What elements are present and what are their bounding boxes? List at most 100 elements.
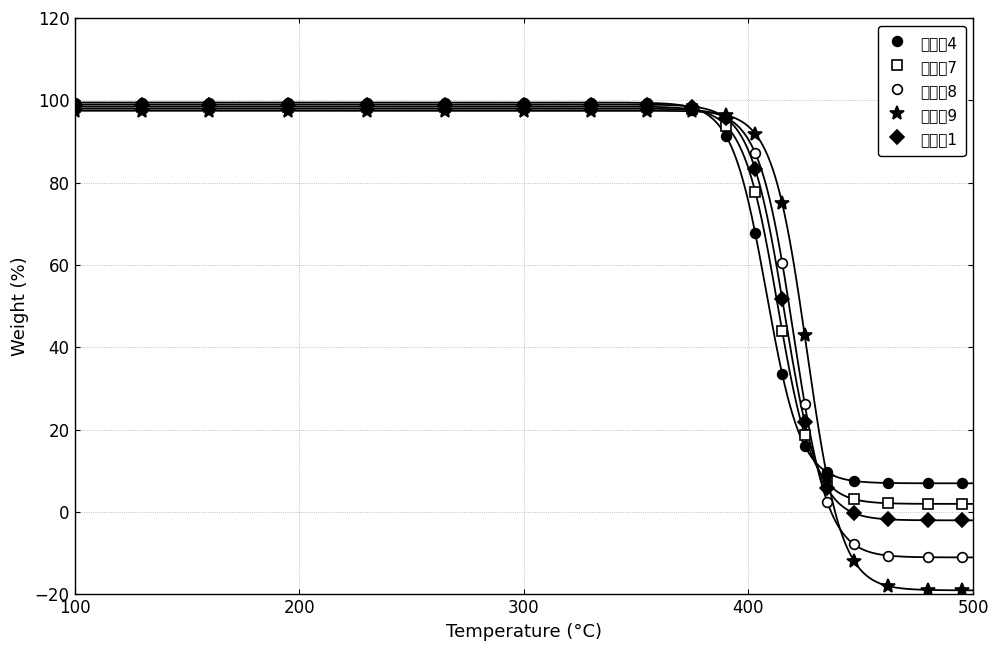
实施夈1	[848, 509, 860, 517]
实施夈1	[882, 516, 894, 524]
X-axis label: Temperature (°C): Temperature (°C)	[446, 623, 602, 641]
实施夈7	[848, 496, 860, 503]
实施夈1	[749, 166, 761, 173]
实施夈8	[776, 259, 788, 267]
实施夈9	[776, 200, 788, 207]
实施夈4	[518, 98, 530, 106]
实施夈8	[518, 105, 530, 113]
实施夈4	[882, 479, 894, 487]
实施夈9	[882, 582, 894, 590]
实施夈8	[848, 541, 860, 548]
实施夈1	[776, 295, 788, 303]
实施夈4	[720, 132, 732, 140]
实施夈1	[585, 100, 597, 108]
实施夈4	[922, 479, 934, 487]
实施夈9	[799, 331, 811, 339]
实施夈8	[361, 105, 373, 113]
实施夈1	[686, 102, 698, 110]
实施夈9	[749, 130, 761, 138]
实施夈1	[282, 100, 294, 108]
实施夈4	[799, 442, 811, 450]
Line: 实施夈8: 实施夈8	[70, 104, 967, 562]
实施夈7	[361, 103, 373, 111]
Line: 实施夈7: 实施夈7	[70, 102, 967, 509]
实施夈4	[136, 98, 148, 106]
实施夈8	[720, 113, 732, 121]
实施夈1	[821, 484, 833, 492]
实施夈7	[641, 103, 653, 111]
实施夈7	[282, 103, 294, 111]
实施夈1	[203, 100, 215, 108]
实施夈8	[69, 105, 81, 113]
Y-axis label: Weight (%): Weight (%)	[11, 256, 29, 356]
实施夈8	[749, 149, 761, 157]
实施夈4	[821, 468, 833, 476]
实施夈7	[776, 327, 788, 335]
实施夈9	[641, 107, 653, 115]
实施夈1	[956, 516, 968, 524]
实施夈8	[922, 554, 934, 561]
实施夈7	[585, 103, 597, 111]
实施夈1	[69, 100, 81, 108]
实施夈8	[282, 105, 294, 113]
实施夈7	[922, 500, 934, 508]
实施夈9	[361, 107, 373, 115]
实施夈9	[439, 107, 451, 115]
实施夈1	[799, 418, 811, 426]
实施夈1	[361, 100, 373, 108]
实施夈7	[749, 188, 761, 196]
实施夈8	[799, 400, 811, 408]
实施夈1	[518, 100, 530, 108]
实施夈8	[686, 106, 698, 114]
实施夈4	[641, 99, 653, 107]
实施夈8	[203, 105, 215, 113]
实施夈4	[956, 479, 968, 487]
实施夈7	[799, 431, 811, 439]
实施夈9	[686, 108, 698, 115]
实施夈7	[882, 499, 894, 507]
实施夈7	[518, 103, 530, 111]
实施夈4	[848, 477, 860, 485]
实施夈4	[282, 98, 294, 106]
实施夈9	[848, 557, 860, 565]
实施夈1	[641, 101, 653, 109]
实施夈9	[69, 107, 81, 115]
实施夈9	[585, 107, 597, 115]
Line: 实施夈1: 实施夈1	[70, 100, 967, 526]
实施夈4	[686, 104, 698, 111]
实施夈8	[956, 554, 968, 561]
实施夈8	[439, 105, 451, 113]
实施夈7	[686, 106, 698, 113]
实施夈8	[585, 105, 597, 113]
实施夈4	[776, 370, 788, 378]
实施夈7	[203, 103, 215, 111]
实施夈8	[821, 497, 833, 505]
实施夈4	[585, 98, 597, 106]
实施夈9	[518, 107, 530, 115]
实施夈9	[203, 107, 215, 115]
实施夈4	[203, 98, 215, 106]
实施夈7	[821, 479, 833, 486]
实施夈7	[136, 103, 148, 111]
实施夈7	[69, 103, 81, 111]
实施夈4	[439, 98, 451, 106]
实施夈1	[922, 516, 934, 524]
Legend: 实施夈4, 实施夈7, 实施夈8, 实施夈9, 实施夈1: 实施夈4, 实施夈7, 实施夈8, 实施夈9, 实施夈1	[878, 25, 966, 156]
Line: 实施夈9: 实施夈9	[68, 104, 969, 597]
实施夈9	[821, 473, 833, 481]
实施夈9	[136, 107, 148, 115]
实施夈4	[69, 98, 81, 106]
实施夈4	[749, 230, 761, 237]
实施夈1	[439, 100, 451, 108]
实施夈7	[439, 103, 451, 111]
实施夈8	[641, 105, 653, 113]
Line: 实施夈4: 实施夈4	[70, 98, 967, 488]
实施夈9	[922, 586, 934, 594]
实施夈9	[956, 586, 968, 594]
实施夈9	[720, 111, 732, 119]
实施夈1	[720, 114, 732, 122]
实施夈4	[361, 98, 373, 106]
实施夈8	[882, 552, 894, 559]
实施夈1	[136, 100, 148, 108]
实施夈9	[282, 107, 294, 115]
